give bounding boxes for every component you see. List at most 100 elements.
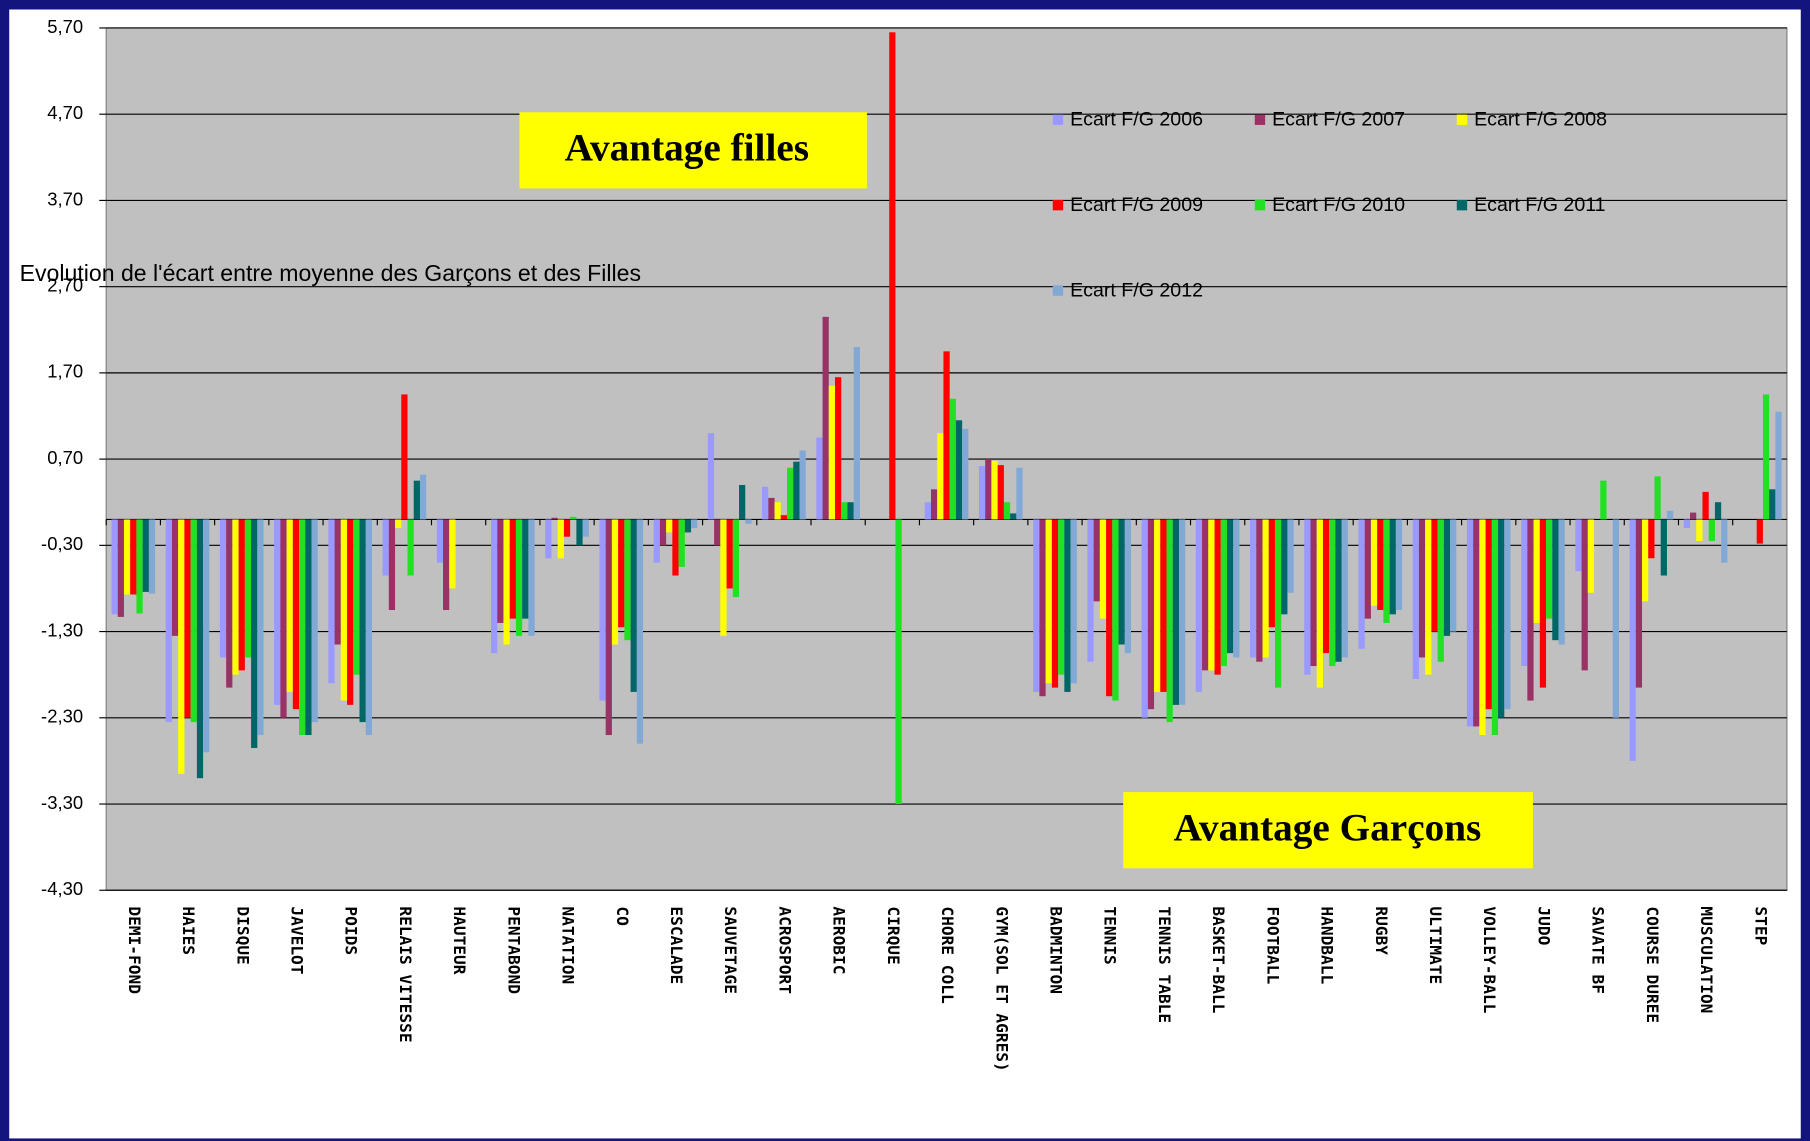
bar [1702,491,1709,520]
bar [395,519,402,529]
bar [292,519,300,710]
annotation-box [1123,792,1533,869]
y-tick-label: -3,30 [41,792,83,813]
bar [305,519,312,736]
bar [1220,519,1227,667]
bar [1087,519,1094,662]
x-tick-label: STEP [1751,906,1770,945]
bar [238,519,245,671]
bar [347,519,354,705]
bar [1418,519,1426,658]
bar [1539,519,1547,688]
bar [1016,467,1023,520]
bar [1195,519,1203,692]
bar [653,519,660,563]
legend-label: Ecart F/G 2007 [1272,108,1405,130]
legend-swatch [1254,114,1266,125]
bar [1250,519,1257,658]
x-tick-label: HAIES [179,906,198,955]
bar [111,519,118,615]
x-tick-label: ACROSPORT [775,906,794,994]
y-tick-label: 0,70 [47,447,83,468]
bar [1546,519,1553,619]
x-tick-label: CHORE COLL [938,906,957,1004]
x-tick-label: MUSCULATION [1697,906,1716,1013]
bar [1070,519,1077,684]
bar [691,519,698,529]
legend-swatch [1052,285,1064,296]
bar [889,32,896,520]
x-tick-label: RUGBY [1372,906,1391,955]
bar [1281,519,1288,615]
bar [582,519,589,537]
x-tick-label: COURSE DUREE [1643,906,1662,1023]
bar [130,519,137,595]
legend-label: Ecart F/G 2006 [1070,108,1203,130]
bar [311,519,318,723]
bar [1106,519,1113,697]
bar [793,461,800,520]
legend-swatch [1456,199,1468,211]
bar [828,385,836,520]
annotation: Avantage filles [565,126,809,169]
bar [1762,394,1770,520]
bar [666,519,673,533]
bar [503,519,510,645]
bar [1443,519,1451,636]
bar [449,519,456,589]
bar [955,420,963,520]
bar [1179,519,1186,705]
bar [1491,519,1499,736]
bar [745,519,752,524]
bar [895,519,902,805]
bar [171,519,179,636]
annotation-box [519,112,867,189]
x-tick-label: JUDO [1534,906,1553,945]
bar [1304,519,1311,675]
chart-title: Evolution de l'écart entre moyenne des G… [20,260,641,286]
bar [930,489,938,520]
bar [1450,519,1457,632]
bar [244,519,252,658]
x-tick-label: ESCALADE [667,906,686,984]
bar [1660,519,1667,576]
bar [1383,519,1390,623]
bar [1364,519,1371,619]
legend-swatch [1456,114,1468,125]
bar [1202,519,1209,671]
bar [799,450,806,520]
bar [1473,519,1480,727]
bar [286,519,293,692]
bar [1316,519,1323,688]
x-tick-label: VOLLEY-BALL [1480,906,1499,1013]
bar [599,519,606,701]
bar [1310,519,1317,667]
y-tick-label: 2,70 [47,275,83,296]
x-tick-label: HANDBALL [1318,906,1337,984]
bar [707,433,715,520]
bar [1587,519,1595,593]
bar [1558,519,1565,645]
bar [334,519,341,645]
bar [780,515,788,520]
bar [1039,519,1046,697]
bar [1642,519,1649,602]
bar [190,519,197,723]
bar [1341,519,1348,658]
bar [340,519,348,701]
bar [659,519,667,546]
bar [1274,519,1282,688]
bar [142,519,149,592]
bar [1370,519,1378,606]
x-tick-label: SAUVETAGE [721,906,740,994]
x-tick-label: FOOTBALL [1263,906,1282,984]
bar [835,377,842,520]
bar [774,502,781,520]
bar [401,394,408,520]
y-tick-label: 1,70 [47,361,83,382]
bar [672,519,679,576]
bar [576,519,583,546]
x-tick-label: CIRQUE [884,906,903,964]
bar [924,502,931,520]
legend-label: Ecart F/G 2009 [1070,194,1203,216]
